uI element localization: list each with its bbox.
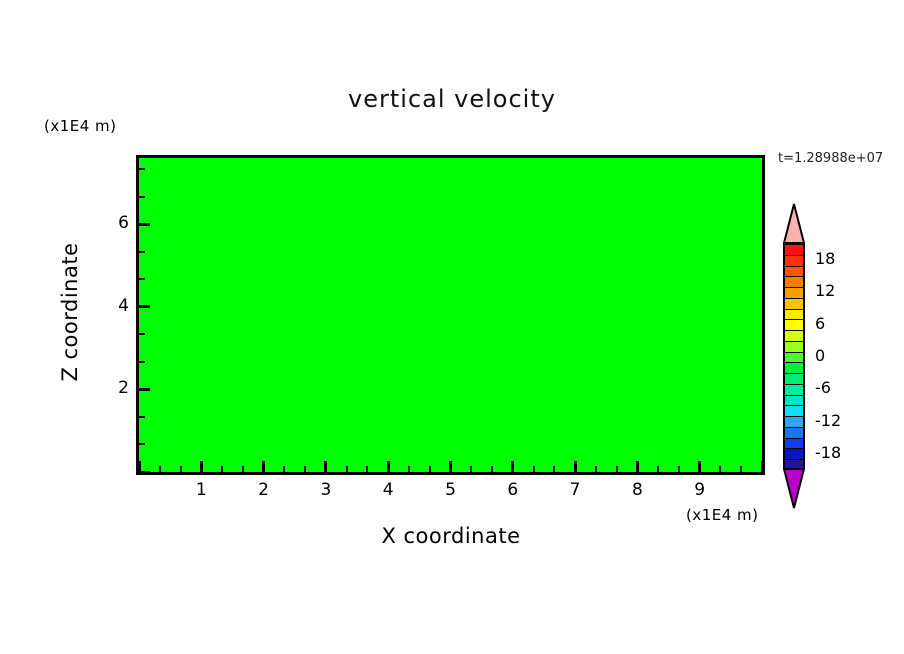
x-tick-major: [760, 461, 764, 472]
time-annotation: t=1.28988e+07: [778, 151, 884, 166]
x-tick-label: 3: [320, 480, 332, 500]
colorbar-band: [785, 384, 803, 396]
y-tick-minor: [139, 250, 145, 253]
x-tick-minor: [677, 466, 680, 472]
x-tick-minor: [179, 466, 182, 472]
x-tick-major: [386, 461, 390, 472]
x-tick-major: [573, 461, 577, 472]
x-tick-label: 6: [507, 480, 519, 500]
y-tick-major: [139, 470, 150, 474]
x-tick-minor: [241, 466, 244, 472]
colorbar-band: [785, 438, 803, 450]
page-title: vertical velocity: [348, 85, 556, 113]
x-tick-minor: [615, 466, 618, 472]
colorbar-tick-label: 12: [815, 281, 836, 301]
x-tick-minor: [221, 466, 224, 472]
velocity-field-heatmap: [139, 158, 762, 472]
x-tick-label: 1: [195, 480, 207, 500]
y-tick-minor: [139, 415, 145, 418]
x-tick-label: 7: [569, 480, 581, 500]
colorbar-band: [785, 406, 803, 417]
colorbar-bands: [783, 243, 805, 471]
colorbar-band: [785, 427, 803, 439]
x-tick-minor: [657, 466, 660, 472]
x-tick-minor: [158, 466, 161, 472]
colorbar-band: [785, 449, 803, 460]
x-tick-major: [324, 461, 328, 472]
colorbar-band: [785, 331, 803, 342]
x-tick-minor: [366, 466, 369, 472]
colorbar-cap-bottom: [782, 468, 806, 509]
colorbar-band: [785, 288, 803, 299]
colorbar-band: [785, 320, 803, 331]
colorbar-band: [785, 395, 803, 407]
colorbar-tick-label: 6: [815, 313, 826, 333]
colorbar-band: [785, 363, 803, 374]
colorbar-tick-label: -18: [815, 442, 842, 462]
y-tick-minor: [139, 333, 145, 336]
y-tick-minor: [139, 443, 145, 446]
colorbar-band: [785, 255, 803, 267]
x-tick-minor: [719, 466, 722, 472]
x-tick-major: [262, 461, 266, 472]
colorbar-band: [785, 266, 803, 278]
y-axis-title: Z coordinate: [58, 242, 82, 382]
colorbar-tick-label: -12: [815, 410, 842, 430]
x-tick-label: 4: [382, 480, 394, 500]
colorbar-tick-label: -6: [815, 378, 831, 398]
x-tick-label: 2: [258, 480, 269, 500]
x-axis-title: X coordinate: [381, 524, 521, 548]
colorbar-band: [785, 417, 803, 428]
x-tick-major: [635, 461, 639, 472]
colorbar-band: [785, 277, 803, 288]
colorbar-band: [785, 460, 803, 471]
x-tick-major: [449, 461, 452, 472]
x-tick-minor: [283, 466, 286, 472]
x-tick-major: [698, 461, 702, 472]
x-tick-minor: [428, 466, 431, 472]
y-tick-label: 4: [118, 295, 129, 316]
x-tick-major: [137, 461, 141, 472]
colorbar-band: [785, 341, 803, 353]
x-tick-major: [511, 461, 515, 472]
x-tick-minor: [594, 466, 597, 472]
colorbar-band: [785, 245, 803, 256]
y-axis-unit-label: (x1E4 m): [44, 117, 117, 135]
colorbar-band: [785, 298, 803, 310]
y-tick-minor: [139, 195, 145, 198]
x-tick-minor: [491, 466, 494, 472]
y-tick-minor: [139, 360, 145, 363]
x-tick-minor: [345, 466, 348, 472]
colorbar-band: [785, 374, 803, 385]
y-tick-minor: [139, 168, 145, 171]
colorbar-tick-label: 0: [815, 346, 826, 365]
x-tick-label: 9: [694, 480, 706, 500]
y-tick-major: [139, 387, 150, 391]
colorbar: [780, 203, 810, 509]
x-tick-label: 5: [445, 480, 456, 500]
x-tick-major: [199, 461, 203, 472]
colorbar-cap-top: [782, 203, 806, 244]
x-tick-minor: [740, 466, 743, 472]
y-tick-major: [139, 222, 150, 226]
x-tick-minor: [532, 466, 535, 472]
colorbar-band: [785, 309, 803, 321]
contour-plot-area: [136, 155, 765, 475]
y-tick-label: 2: [118, 378, 129, 399]
colorbar-band: [785, 352, 803, 364]
x-axis-unit-label: (x1E4 m): [686, 506, 759, 524]
x-tick-label: 8: [631, 480, 643, 500]
y-tick-minor: [139, 278, 145, 281]
x-tick-minor: [304, 466, 307, 472]
x-tick-minor: [553, 466, 556, 472]
colorbar-tick-label: 18: [815, 249, 836, 269]
x-tick-minor: [407, 466, 410, 472]
y-tick-label: 6: [118, 213, 129, 234]
y-tick-major: [139, 305, 150, 309]
x-tick-minor: [470, 466, 473, 472]
